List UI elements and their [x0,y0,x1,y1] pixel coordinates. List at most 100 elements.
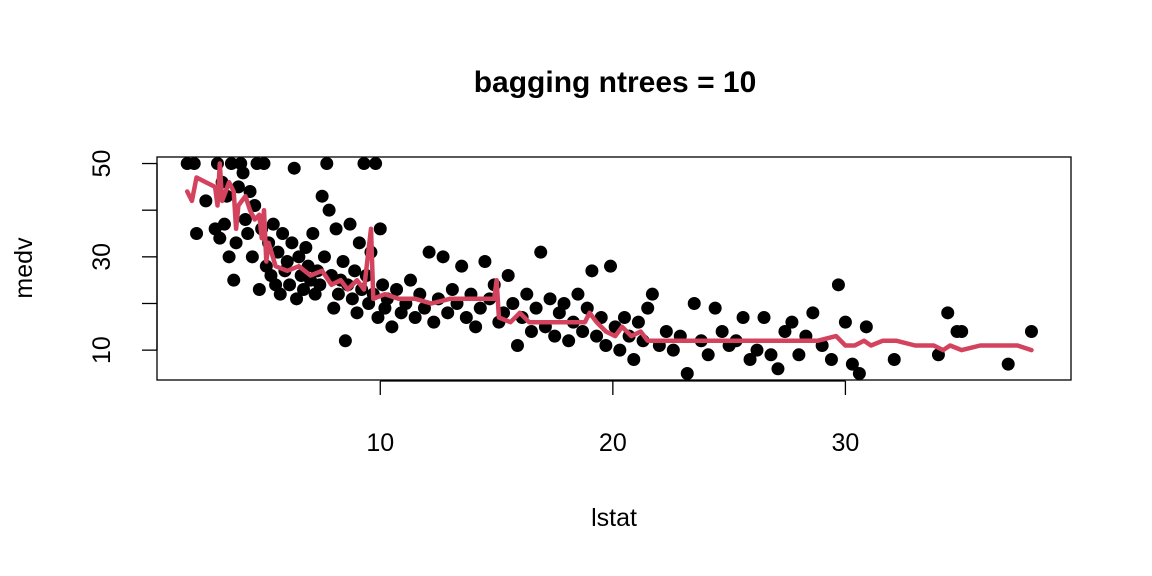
data-point [941,306,955,320]
data-point [680,366,694,380]
data-point [627,352,641,366]
data-point [224,157,238,171]
data-point [190,227,204,241]
data-point [348,264,362,278]
data-point [222,250,236,264]
data-point [338,334,352,348]
data-point [229,236,243,250]
x-axis: 10 20 30 [366,380,860,457]
data-point [385,320,399,334]
data-point [376,278,390,292]
data-point [371,310,385,324]
data-point [534,245,548,259]
data-point [273,287,287,301]
data-point [757,310,771,324]
data-point [459,310,473,324]
data-point [455,259,469,273]
data-point [529,301,543,315]
data-point [357,157,371,171]
data-point [297,282,311,296]
data-point [408,310,422,324]
data-point [343,217,357,231]
data-point [238,213,252,227]
data-point [743,352,757,366]
data-point [320,157,334,171]
data-point [785,315,799,329]
data-point [792,348,806,362]
data-point [369,157,383,171]
data-point [806,306,820,320]
data-point [543,292,557,306]
data-point [292,250,306,264]
data-point [750,343,764,357]
data-point [287,161,301,175]
x-tick-label: 30 [832,429,860,457]
data-point [352,236,366,250]
data-point [187,157,201,171]
data-point [645,287,659,301]
data-point [859,320,873,334]
data-point [306,227,320,241]
data-point [1001,357,1015,371]
x-tick-label: 10 [366,429,394,457]
data-point [217,217,231,231]
data-point [478,255,492,269]
data-point [441,306,455,320]
data-point [327,301,341,315]
y-tick-label: 30 [88,243,116,271]
data-point [613,343,627,357]
data-point [227,273,241,287]
data-point [641,301,655,315]
data-point [520,287,534,301]
data-point [257,157,271,171]
y-axis: 10 30 50 [88,150,158,364]
data-point [506,296,520,310]
data-point [845,357,859,371]
data-point [436,250,450,264]
data-point [557,296,571,310]
data-point [617,310,631,324]
data-point [831,278,845,292]
data-point [199,194,213,208]
y-tick-label: 10 [88,336,116,364]
data-point [390,282,404,296]
data-point [852,366,866,380]
data-point [213,231,227,245]
data-point [955,324,969,338]
data-point [838,315,852,329]
data-point [331,287,345,301]
data-point [317,250,331,264]
data-point [445,282,459,296]
data-point [252,282,266,296]
data-point [473,301,487,315]
data-point [771,362,785,376]
data-point [236,166,250,180]
data-point [345,292,359,306]
data-point [778,324,792,338]
data-point [315,189,329,203]
data-point [501,268,515,282]
data-point [422,245,436,259]
y-tick-label: 50 [88,150,116,178]
data-point [687,296,701,310]
bagging-fit-line [184,161,1034,353]
data-point [701,348,715,362]
data-point [322,203,336,217]
data-point [469,320,483,334]
data-point [266,217,280,231]
data-point [666,343,680,357]
data-point [1024,324,1038,338]
data-point [510,338,524,352]
data-point [562,334,576,348]
data-point [336,255,350,269]
data-point [276,227,290,241]
x-axis-label: lstat [591,504,637,532]
data-point [283,278,297,292]
data-point [299,241,313,255]
data-point [631,315,645,329]
x-tick-label: 20 [599,429,627,457]
data-point [290,292,304,306]
data-point [590,329,604,343]
data-point [764,348,778,362]
